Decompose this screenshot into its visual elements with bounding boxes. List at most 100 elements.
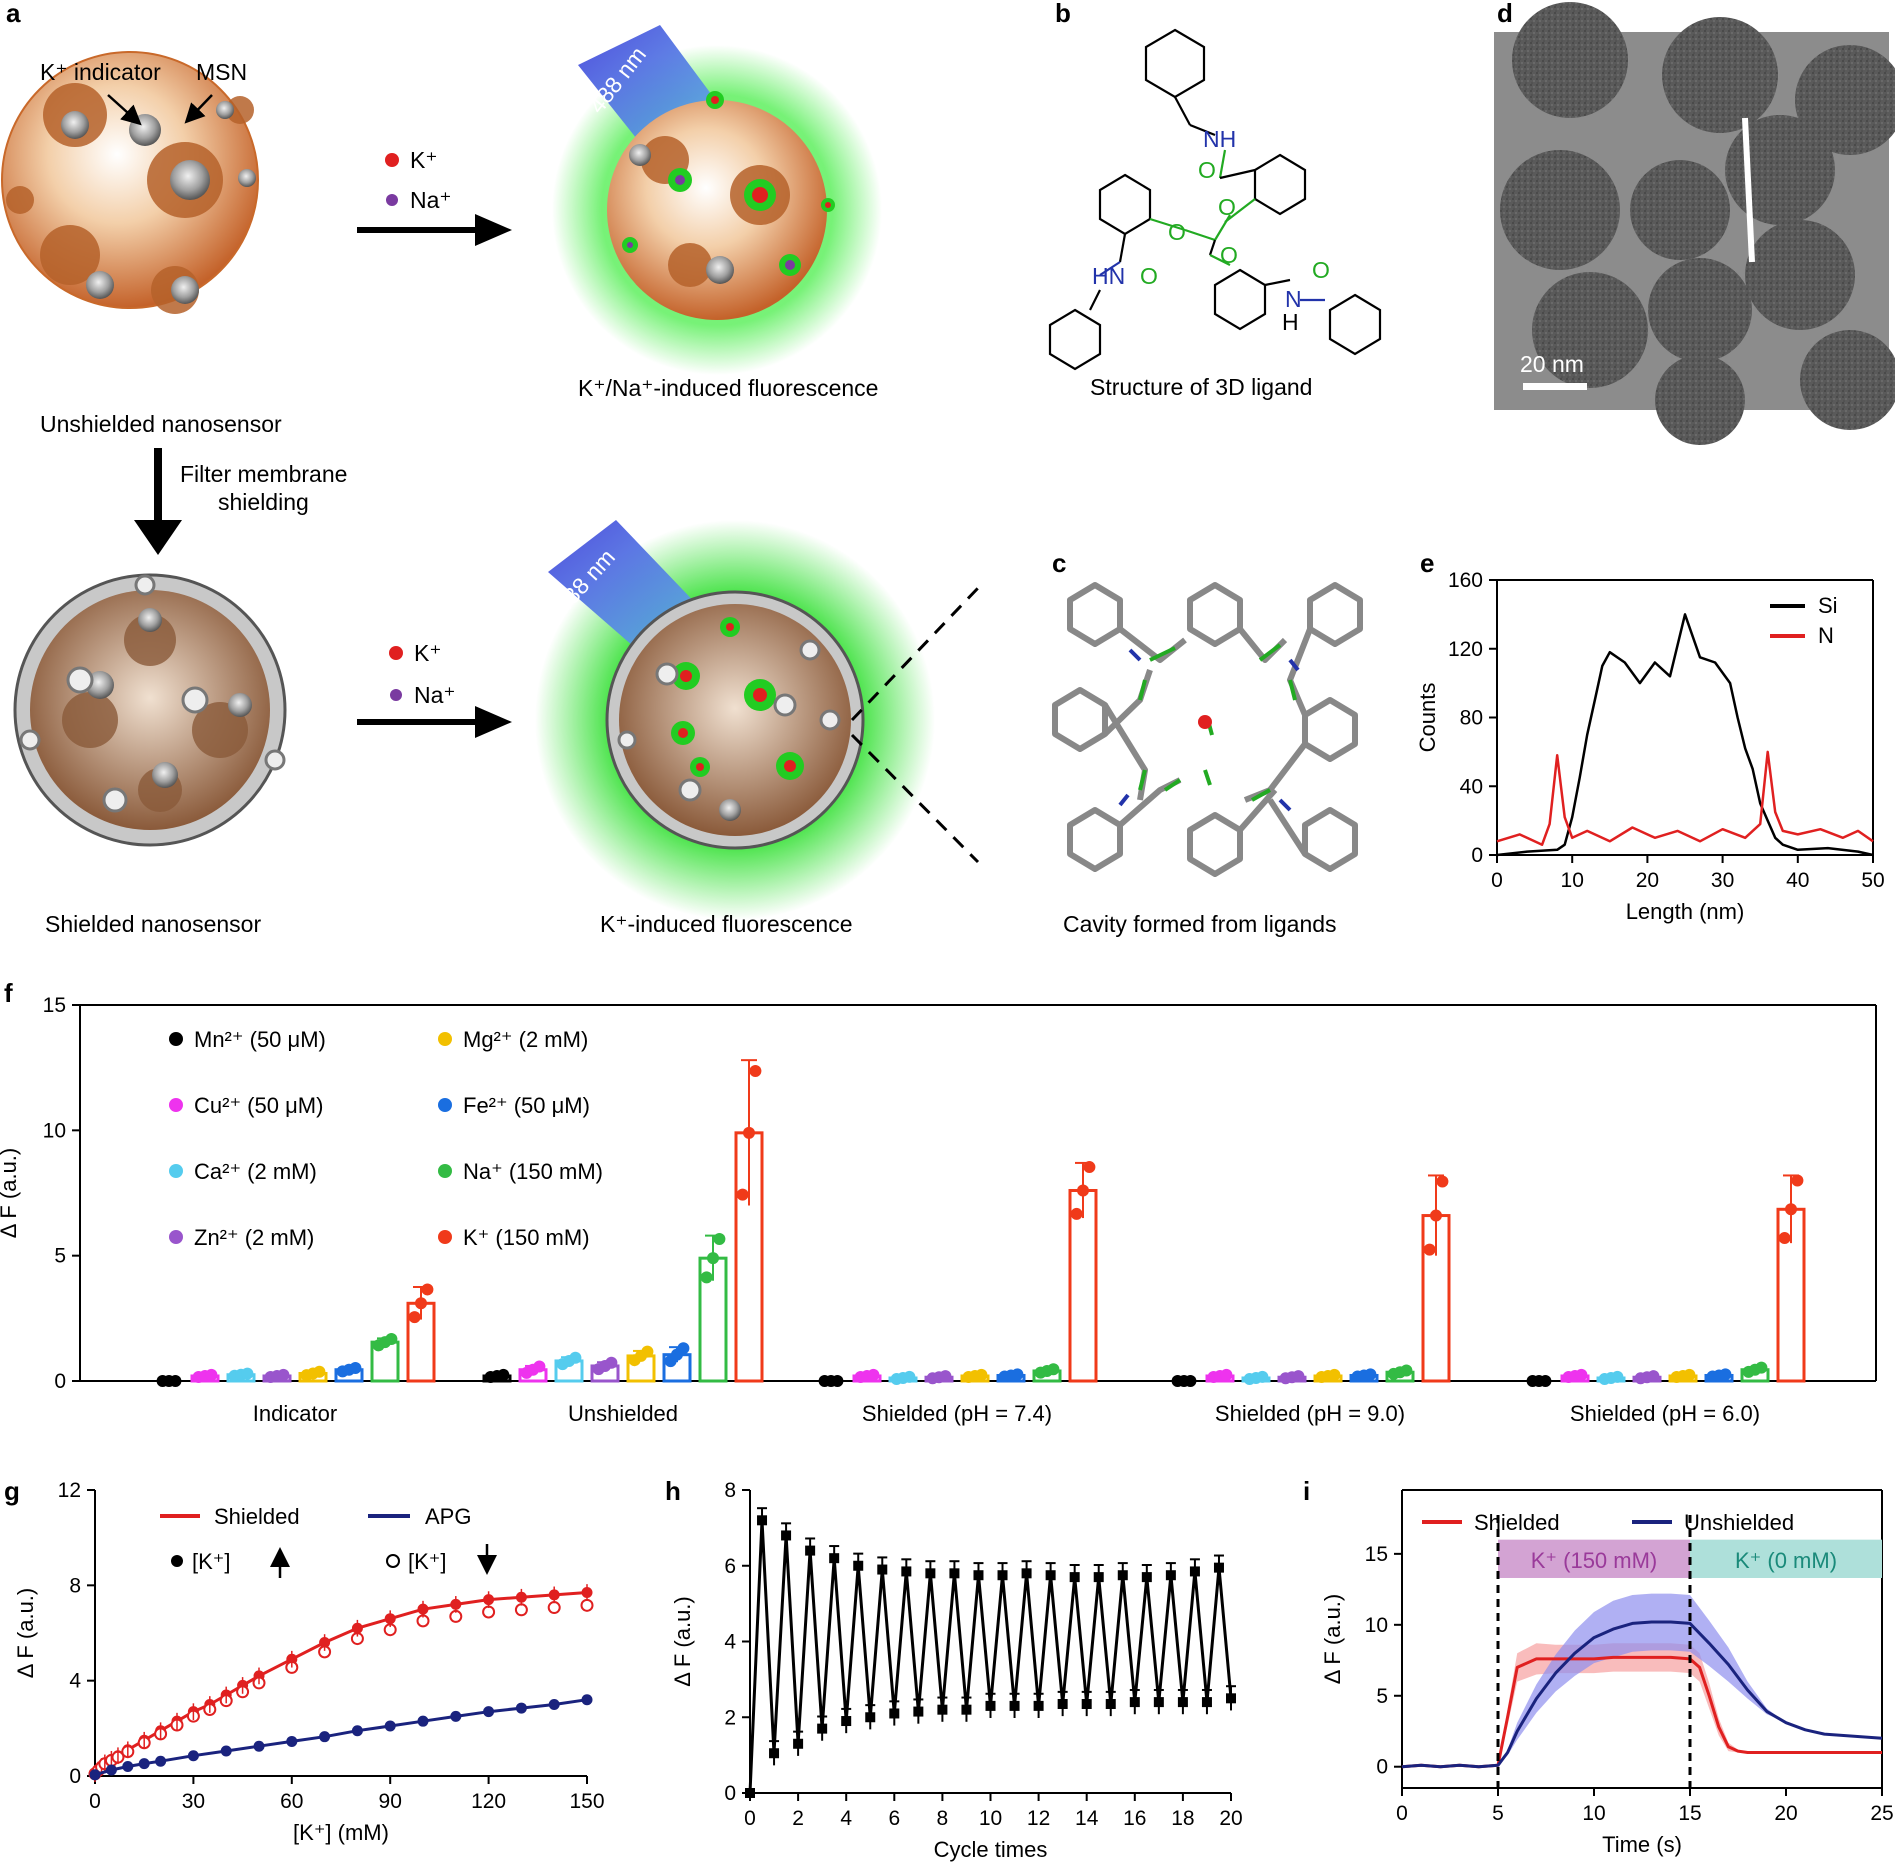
data-point	[1292, 1370, 1305, 1383]
legend-label: APG	[425, 1504, 471, 1529]
ligand-atom-labels: NH O O O O HN O N H O	[1092, 126, 1330, 335]
top-reaction: K⁺ Na⁺	[357, 147, 512, 246]
legend-swatch	[169, 1032, 183, 1046]
data-point	[1011, 1368, 1024, 1381]
x-tick-label: 16	[1123, 1807, 1146, 1830]
scale-bar-label: 20 nm	[1520, 351, 1584, 377]
y-tick-label: 15	[1365, 1543, 1388, 1566]
data-point	[1189, 1566, 1200, 1577]
svg-text:O: O	[1220, 242, 1238, 268]
series-unshielded	[1401, 1620, 1883, 1769]
legend-swatch	[438, 1164, 452, 1178]
data-point	[515, 1702, 527, 1714]
y-axis-label: Δ F (a.u.)	[670, 1596, 695, 1687]
x-tick-label: 30	[182, 1790, 205, 1813]
y-tick-label: 160	[1448, 569, 1483, 592]
data-point	[1364, 1368, 1377, 1381]
svg-text:Na⁺: Na⁺	[410, 187, 452, 213]
y-tick-label: 0	[724, 1782, 736, 1805]
data-point	[736, 1188, 749, 1201]
data-point	[1045, 1570, 1056, 1581]
data-point	[1177, 1697, 1188, 1708]
legend-label: Mn²⁺ (50 μM)	[194, 1027, 326, 1052]
series-apg	[94, 1698, 588, 1777]
data-point	[903, 1370, 916, 1383]
top-result-caption: K⁺/Na⁺-induced fluorescence	[578, 375, 878, 401]
data-point	[1070, 1207, 1083, 1220]
series-si	[1496, 613, 1874, 857]
legend-open-marker	[386, 1554, 400, 1568]
shielded-nanosensor-sphere	[13, 573, 287, 847]
data-point	[985, 1700, 996, 1711]
legend-label: Mg²⁺ (2 mM)	[463, 1027, 588, 1052]
data-point	[1647, 1370, 1660, 1383]
x-tick-label: 30	[1711, 869, 1734, 892]
data-point	[1201, 1697, 1212, 1708]
chart-e: 0 10 20 30 40 50 0 40 80 120 160 Length (nm) Counts S…	[1415, 569, 1885, 924]
x-tick-label: 10	[979, 1807, 1002, 1830]
x-tick-label: 2	[792, 1807, 804, 1830]
y-tick-label: 12	[58, 1479, 81, 1502]
legend-label: [K⁺]	[192, 1549, 231, 1574]
svg-text:Na⁺: Na⁺	[414, 682, 456, 708]
legend-label: Shielded	[214, 1504, 300, 1529]
filter-arrow	[134, 448, 182, 555]
x-tick-label: 20	[1774, 1802, 1797, 1825]
panel-label-i: i	[1303, 1476, 1310, 1506]
data-point	[889, 1708, 900, 1719]
x-tick-label: 0	[1491, 869, 1503, 892]
data-point	[1430, 1209, 1442, 1222]
data-point	[349, 1362, 362, 1375]
fluorescent-unshielded-sphere: 488 nm	[552, 25, 882, 375]
zoom-line-upper	[850, 586, 980, 722]
x-tick-label: 20	[1219, 1807, 1242, 1830]
data-point	[286, 1735, 298, 1747]
y-tick-label: 0	[1376, 1756, 1388, 1779]
data-point	[1400, 1364, 1413, 1377]
data-point	[1575, 1368, 1588, 1381]
filter-text-2: shielding	[218, 489, 309, 515]
data-point	[1009, 1700, 1020, 1711]
data-point	[1141, 1572, 1152, 1583]
x-axis-label: [K⁺] (mM)	[293, 1820, 389, 1845]
data-point-open	[547, 1601, 561, 1615]
k-indicator-arrow	[107, 94, 142, 126]
svg-text:N: N	[1285, 286, 1302, 312]
k-ion-center	[1198, 715, 1212, 729]
y-tick-label: 0	[54, 1370, 66, 1393]
y-axis-label: Δ F (a.u.)	[1320, 1594, 1345, 1685]
x-tick-label: 50	[1861, 869, 1884, 892]
data-point	[877, 1564, 888, 1575]
panel-label-c: c	[1052, 548, 1066, 578]
chart-i: 0 5 10 15 20 25 0 5 10 15 Time (s) Δ F (a.u.) K⁺ (15…	[1320, 1489, 1894, 1857]
data-point	[313, 1365, 326, 1378]
data-point	[122, 1760, 134, 1772]
data-point	[1081, 1698, 1092, 1709]
svg-text:K⁺: K⁺	[414, 640, 441, 666]
data-point	[975, 1368, 988, 1381]
y-tick-label: 4	[724, 1631, 736, 1654]
fluorescent-shielded-sphere: 488 nm	[535, 520, 935, 920]
data-point	[351, 1725, 363, 1737]
data-point	[1213, 1562, 1224, 1573]
x-tick-label: 20	[1636, 869, 1659, 892]
legend-label: [K⁺]	[408, 1549, 447, 1574]
data-point	[749, 1065, 762, 1078]
data-point	[1153, 1697, 1164, 1708]
panel-label-f: f	[4, 978, 13, 1008]
data-point	[1785, 1203, 1797, 1216]
data-point	[817, 1723, 828, 1734]
data-point	[841, 1716, 852, 1727]
data-point	[707, 1252, 719, 1265]
unshielded-msn-sphere	[1, 51, 259, 314]
data-point	[1093, 1572, 1104, 1583]
x-tick-label: 10	[1582, 1802, 1605, 1825]
data-point	[1256, 1370, 1269, 1383]
category-label: Unshielded	[568, 1401, 678, 1426]
data-point	[1021, 1568, 1032, 1579]
cavity-highlights	[1118, 643, 1300, 812]
y-tick-label: 4	[69, 1670, 81, 1693]
data-point	[581, 1694, 593, 1706]
x-tick-label: 90	[379, 1790, 402, 1813]
data-point	[1539, 1375, 1552, 1387]
